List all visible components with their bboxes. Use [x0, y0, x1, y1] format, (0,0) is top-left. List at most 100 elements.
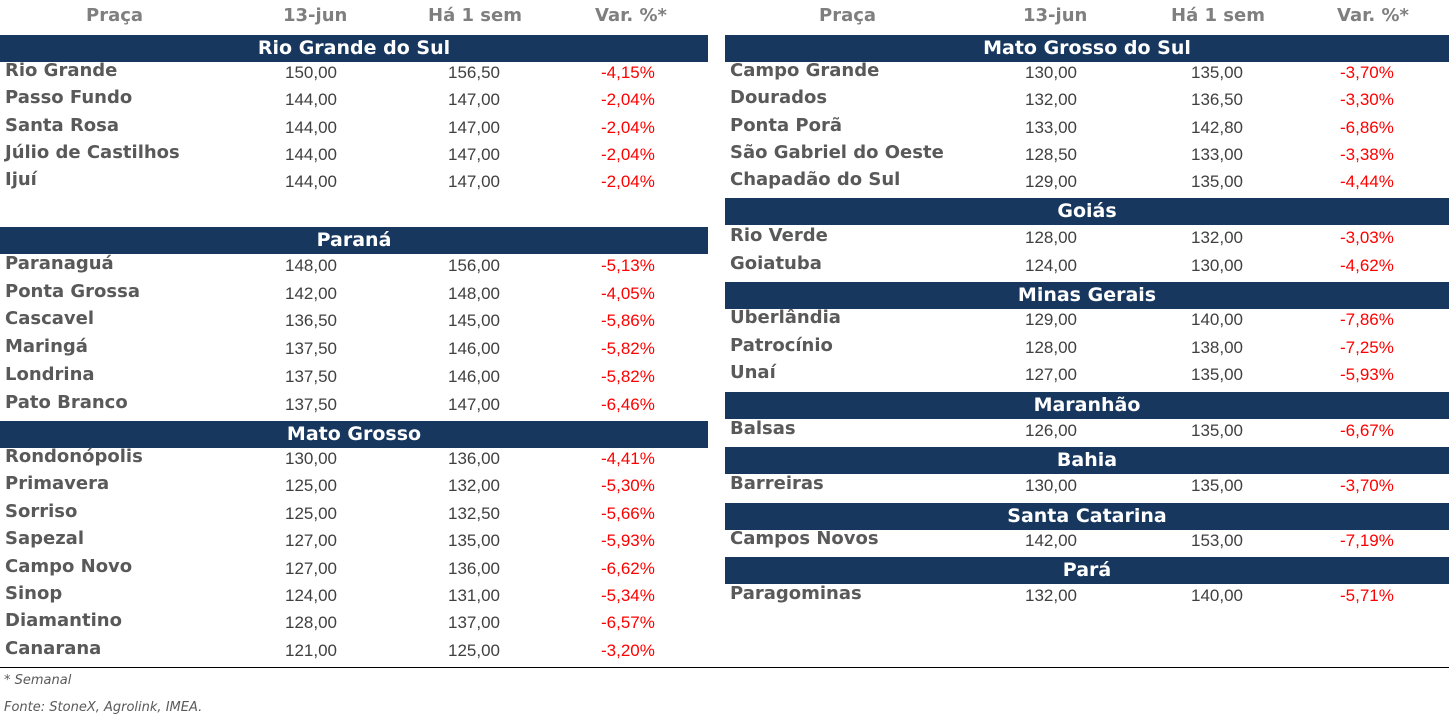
price-previous: 137,00	[448, 613, 500, 633]
price-previous: 132,00	[1191, 228, 1243, 247]
price-current: 142,00	[1025, 531, 1077, 550]
place-name: Passo Fundo	[5, 87, 133, 109]
price-current: 130,00	[1025, 63, 1077, 82]
table-row: Canarana 121,00 125,00 -3,20%	[0, 638, 708, 665]
price-current: 125,00	[285, 503, 337, 523]
price-current: 144,00	[285, 90, 337, 110]
variation-pct: -7,19%	[1340, 531, 1394, 550]
price-previous: 135,00	[1191, 63, 1243, 82]
price-previous: 133,00	[1191, 144, 1243, 164]
table-row: Uberlândia 129,00 140,00 -7,86%	[725, 307, 1449, 334]
price-previous: 147,00	[448, 117, 500, 137]
table-row: Passo Fundo 144,00 147,00 -2,04%	[0, 87, 708, 114]
price-current: 121,00	[285, 640, 337, 660]
place-name: Diamantino	[5, 610, 122, 632]
variation-pct: -3,30%	[1340, 90, 1394, 110]
table-row: Cascavel 136,50 145,00 -5,86%	[0, 308, 708, 335]
variation-pct: -3,70%	[1340, 63, 1394, 82]
price-current: 132,00	[1025, 586, 1077, 605]
price-previous: 138,00	[1191, 337, 1243, 357]
variation-pct: -5,13%	[601, 256, 655, 275]
price-previous: 135,00	[1191, 365, 1243, 384]
place-name: Rio Grande	[5, 60, 118, 81]
price-current: 142,00	[285, 283, 337, 303]
variation-pct: -6,46%	[601, 394, 655, 414]
place-name: Campo Novo	[5, 555, 133, 577]
table-row: Rio Grande 150,00 156,50 -4,15%	[0, 60, 708, 87]
table-row: Primavera 125,00 132,00 -5,30%	[0, 473, 708, 500]
place-name: Paranaguá	[5, 253, 114, 274]
price-current: 128,50	[1025, 144, 1077, 164]
section-band-sc: Santa Catarina	[725, 503, 1449, 530]
variation-pct: -5,71%	[1340, 586, 1394, 605]
table-row: Goiatuba 124,00 130,00 -4,62%	[725, 253, 1449, 280]
price-previous: 135,00	[448, 531, 500, 551]
price-current: 129,00	[1025, 310, 1077, 329]
price-previous: 130,00	[1191, 255, 1243, 275]
place-name: Dourados	[730, 87, 828, 109]
section-band-pr: Paraná	[0, 227, 708, 254]
table-row: Rio Verde 128,00 132,00 -3,03%	[725, 225, 1449, 252]
section-band-ba: Bahia	[725, 447, 1449, 474]
price-current: 144,00	[285, 144, 337, 164]
table-row: Barreiras 130,00 135,00 -3,70%	[725, 473, 1449, 500]
variation-pct: -2,04%	[601, 172, 655, 192]
place-name: Maringá	[5, 336, 88, 358]
price-previous: 156,50	[448, 63, 500, 82]
footer-divider	[0, 667, 1449, 668]
col-header-prev: Há 1 sem	[428, 5, 522, 26]
table-row: Patrocínio 128,00 138,00 -7,25%	[725, 335, 1449, 362]
variation-pct: -4,41%	[601, 449, 655, 468]
price-previous: 131,00	[448, 586, 500, 605]
table-row: Maringá 137,50 146,00 -5,82%	[0, 336, 708, 363]
place-name: Ponta Porã	[730, 114, 842, 136]
price-current: 127,00	[285, 531, 337, 551]
variation-pct: -2,04%	[601, 117, 655, 137]
variation-pct: -2,04%	[601, 90, 655, 110]
price-previous: 136,00	[448, 449, 500, 468]
variation-pct: -3,38%	[1340, 144, 1394, 164]
place-name: Campo Grande	[730, 60, 880, 81]
price-current: 124,00	[285, 586, 337, 605]
place-name: Primavera	[5, 473, 110, 495]
footnote-weekly: * Semanal	[4, 673, 72, 688]
price-current: 137,50	[285, 339, 337, 359]
price-current: 144,00	[285, 172, 337, 192]
price-current: 130,00	[1025, 476, 1077, 495]
table-row: Londrina 137,50 146,00 -5,82%	[0, 364, 708, 391]
table-row: Ijuí 144,00 147,00 -2,04%	[0, 169, 708, 196]
place-name: Unaí	[730, 362, 776, 383]
right-header-row: Praça 13-jun Há 1 sem Var. %*	[725, 0, 1449, 35]
variation-pct: -6,67%	[1340, 421, 1394, 440]
place-name: Goiatuba	[730, 252, 822, 274]
variation-pct: -7,86%	[1340, 310, 1394, 329]
place-name: Santa Rosa	[5, 114, 120, 136]
price-previous: 147,00	[448, 90, 500, 110]
price-previous: 140,00	[1191, 310, 1243, 329]
section-band-ms: Mato Grosso do Sul	[725, 35, 1449, 62]
section-band-ma: Maranhão	[725, 392, 1449, 419]
price-previous: 125,00	[448, 640, 500, 660]
price-previous: 132,50	[448, 503, 500, 523]
table-row: Pato Branco 137,50 147,00 -6,46%	[0, 392, 708, 419]
variation-pct: -5,82%	[601, 366, 655, 386]
place-name: Cascavel	[5, 308, 94, 330]
table-row: Unaí 127,00 135,00 -5,93%	[725, 362, 1449, 389]
place-name: Paragominas	[730, 583, 862, 604]
place-name: Sorriso	[5, 500, 78, 522]
variation-pct: -2,04%	[601, 144, 655, 164]
table-row: Sapezal 127,00 135,00 -5,93%	[0, 528, 708, 555]
table-row: Ponta Grossa 142,00 148,00 -4,05%	[0, 281, 708, 308]
table-row: Paranaguá 148,00 156,00 -5,13%	[0, 253, 708, 280]
place-name: Sinop	[5, 583, 63, 604]
place-name: Chapadão do Sul	[730, 169, 901, 191]
price-previous: 142,80	[1191, 117, 1243, 137]
table-row: Sorriso 125,00 132,50 -5,66%	[0, 501, 708, 528]
price-previous: 135,00	[1191, 421, 1243, 440]
table-row: Santa Rosa 144,00 147,00 -2,04%	[0, 115, 708, 142]
table-row: Júlio de Castilhos 144,00 147,00 -2,04%	[0, 142, 708, 169]
section-band-mt: Mato Grosso	[0, 421, 708, 448]
place-name: Ijuí	[5, 169, 37, 191]
place-name: São Gabriel do Oeste	[730, 141, 944, 163]
table-row: Campo Grande 130,00 135,00 -3,70%	[725, 60, 1449, 87]
